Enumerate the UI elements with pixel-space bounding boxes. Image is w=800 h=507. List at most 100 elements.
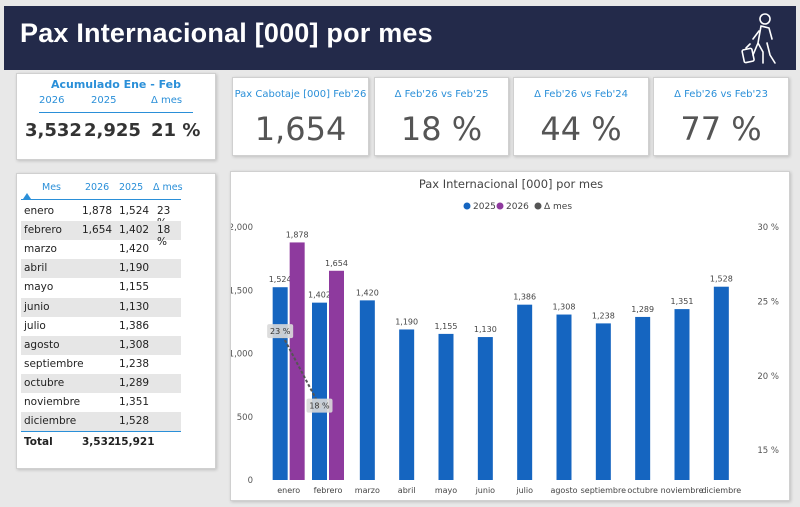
bar-2025 — [635, 316, 651, 480]
monthly-chart: Pax Internacional [000] por mes 2025 2026 Δ… — [231, 177, 779, 495]
bar-2025-label: 1,238 — [592, 311, 615, 320]
bar-2025 — [556, 314, 572, 480]
cell-mes: mayo — [24, 281, 54, 294]
bar-2025-label: 1,351 — [671, 297, 694, 306]
header-bar: Pax Internacional [000] por mes — [4, 6, 796, 70]
acumulado-col-delta: Δ mes — [151, 95, 183, 106]
cell-mes: noviembre — [24, 396, 81, 408]
kpi-card-vs-feb23: Δ Feb'26 vs Feb'23 77 % — [653, 77, 789, 156]
kpi-value: 44 % — [540, 110, 622, 148]
x-tick-label: abril — [398, 486, 416, 495]
kpi-card-cabotaje: Pax Cabotaje [000] Feb'26 1,654 — [232, 77, 369, 156]
y-right-tick: 20 % — [757, 372, 779, 382]
bar-2025 — [595, 323, 611, 480]
table-row[interactable]: agosto 1,308 — [21, 335, 181, 355]
table-row[interactable]: abril 1,190 — [21, 259, 181, 279]
table-row[interactable]: junio 1,130 — [21, 297, 181, 317]
cell-y2025: 1,155 — [119, 281, 150, 294]
acumulado-divider — [39, 112, 193, 113]
table-row[interactable]: diciembre 1,528 — [21, 412, 181, 432]
x-tick-label: octubre — [627, 486, 658, 495]
cell-mes: septiembre — [24, 357, 84, 370]
cell-y2025: 1,524 — [119, 205, 150, 217]
y-right-tick: 25 % — [757, 297, 779, 307]
x-tick-label: agosto — [550, 486, 577, 495]
kpi-label: Δ Feb'26 vs Feb'24 — [534, 89, 628, 100]
col-header-2026[interactable]: 2026 — [85, 182, 110, 193]
table-total-row: Total 3,532 15,921 — [21, 433, 181, 452]
acumulado-card: Acumulado Ene - Feb 2026 2025 Δ mes 3,53… — [16, 73, 216, 160]
kpi-value: 18 % — [400, 110, 483, 148]
col-header-delta[interactable]: Δ mes — [153, 182, 183, 193]
table-row[interactable]: mayo 1,155 — [21, 278, 181, 297]
col-header-mes[interactable]: Mes — [42, 182, 61, 193]
cell-mes: agosto — [24, 338, 60, 351]
cell-y2026: 1,878 — [82, 205, 113, 217]
cell-mes: junio — [24, 300, 50, 313]
cell-mes: enero — [24, 205, 55, 217]
table-row[interactable]: febrero 1,654 1,402 18 % — [21, 221, 181, 248]
y-left-tick: 1,000 — [231, 350, 253, 360]
bar-2025-label: 1,155 — [435, 322, 458, 331]
x-tick-label: febrero — [314, 486, 343, 495]
kpi-label: Δ Feb'26 vs Feb'25 — [394, 89, 489, 100]
kpi-label: Δ Feb'26 vs Feb'23 — [674, 89, 768, 100]
table-row[interactable]: octubre 1,289 — [21, 373, 181, 393]
y-left-tick: 0 — [248, 476, 253, 486]
cell-y2025: 1,420 — [119, 243, 150, 256]
cell-mes: diciembre — [24, 415, 77, 428]
acumulado-value-delta: 21 % — [151, 120, 201, 141]
bar-2025 — [477, 337, 493, 480]
kpi-value: 1,654 — [254, 110, 347, 148]
traveler-luggage-icon — [741, 13, 776, 64]
acumulado-title: Acumulado Ene - Feb — [50, 78, 182, 91]
bar-2025-label: 1,528 — [710, 275, 733, 284]
legend-marker — [534, 202, 542, 210]
x-tick-label: junio — [475, 486, 496, 495]
legend-label: 2026 — [506, 202, 529, 212]
bar-2025-label: 1,130 — [474, 325, 497, 334]
bar-2025 — [438, 333, 454, 480]
cell-y2026: 1,654 — [82, 224, 113, 237]
table-row[interactable]: septiembre 1,238 — [21, 355, 181, 374]
cell-y2025: 1,190 — [119, 262, 150, 275]
y-right-tick: 30 % — [757, 223, 779, 233]
col-header-2025[interactable]: 2025 — [119, 182, 144, 193]
cell-mes: febrero — [24, 224, 62, 237]
cell-mes: octubre — [24, 376, 65, 389]
header-divider — [21, 199, 181, 200]
kpi-card-vs-feb25: Δ Feb'26 vs Feb'25 18 % — [374, 77, 509, 156]
x-tick-label: mayo — [435, 486, 457, 495]
page-title: Pax Internacional [000] por mes — [20, 18, 433, 48]
bar-2025 — [399, 329, 415, 480]
table-row[interactable]: julio 1,386 — [21, 317, 181, 336]
total-2026: 3,532 — [82, 436, 116, 448]
x-tick-label: enero — [277, 486, 300, 495]
acumulado-value-2025: 2,925 — [84, 120, 141, 141]
bar-2025-label: 1,308 — [553, 303, 576, 312]
legend-marker — [496, 202, 504, 210]
cell-y2025: 1,238 — [119, 357, 150, 370]
x-tick-label: marzo — [355, 486, 380, 495]
sort-ascending-icon[interactable] — [23, 193, 31, 199]
cell-mes: marzo — [24, 243, 57, 256]
bar-2025-label: 1,524 — [269, 275, 292, 284]
bar-2025-label: 1,190 — [395, 317, 418, 326]
bar-2026-label: 1,654 — [325, 259, 348, 268]
legend-marker — [463, 202, 471, 210]
legend-label: Δ mes — [544, 202, 572, 212]
bar-2025-label: 1,386 — [513, 293, 536, 302]
bar-2025-label: 1,289 — [631, 305, 654, 314]
cell-y2025: 1,402 — [119, 224, 150, 237]
cell-y2025: 1,130 — [119, 300, 150, 313]
chart-card: Pax Internacional [000] por mes 2025 2026 Δ… — [230, 171, 790, 501]
table-row[interactable]: marzo 1,420 — [21, 240, 181, 259]
y-left-tick: 2,000 — [231, 223, 253, 233]
bar-2025-label: 1,420 — [356, 288, 379, 297]
table-row[interactable]: noviembre 1,351 — [21, 393, 181, 412]
kpi-card-vs-feb24: Δ Feb'26 vs Feb'24 44 % — [513, 77, 649, 156]
x-tick-label: diciembre — [701, 486, 741, 495]
cell-y2025: 1,351 — [119, 396, 150, 408]
